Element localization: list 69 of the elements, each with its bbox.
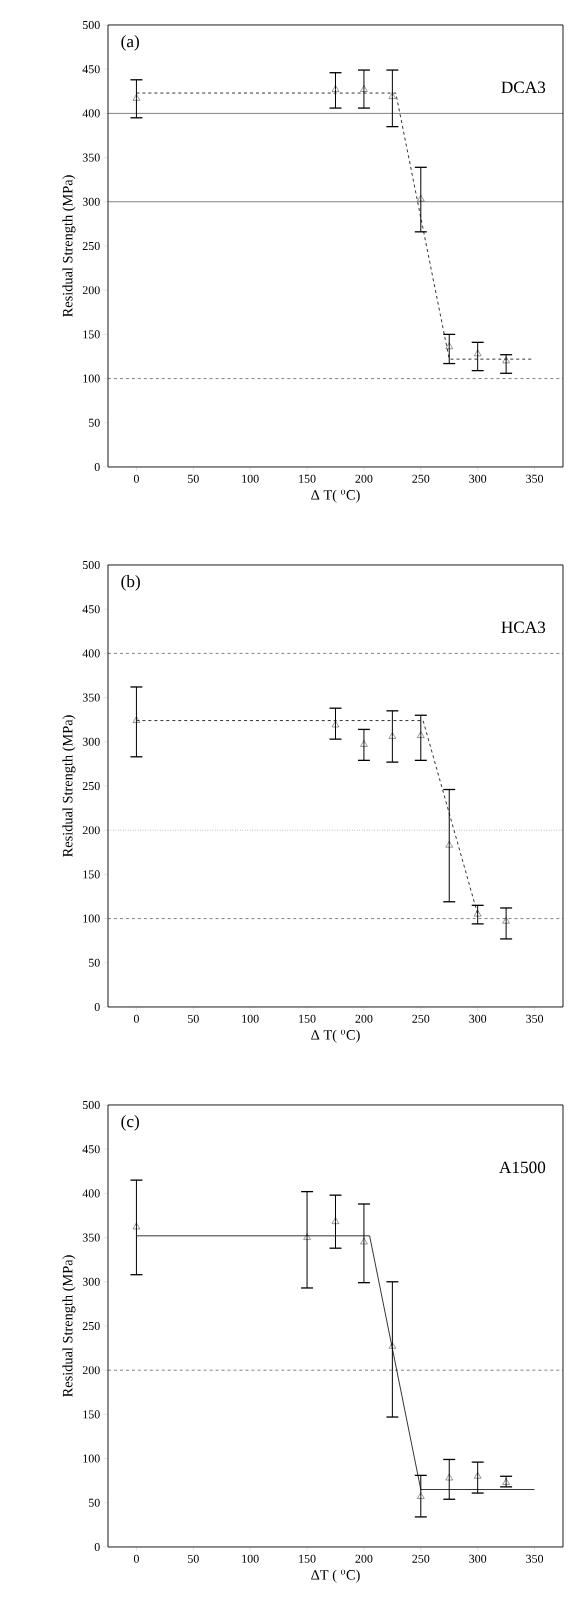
- y-tick-label: 100: [83, 1454, 100, 1463]
- y-tick-label: 200: [82, 1366, 100, 1375]
- x-tick-label: 50: [188, 474, 199, 483]
- x-tick-label: 200: [355, 474, 373, 483]
- x-tick-label: 200: [355, 1554, 373, 1563]
- y-tick-label: 300: [82, 1277, 100, 1286]
- annotation: HCA3: [501, 621, 546, 634]
- x-tick-label: 150: [299, 474, 316, 483]
- x-tick-label: 300: [469, 474, 487, 483]
- x-tick-label: 350: [526, 1014, 544, 1023]
- x-tick-label: 200: [355, 1014, 373, 1023]
- x-axis-title: Δ T( $^{o}$C): [311, 1029, 360, 1043]
- y-tick-label: 400: [82, 109, 100, 118]
- y-tick-label: 0: [94, 462, 100, 472]
- y-tick-label: 200: [82, 826, 100, 835]
- annotation: (c): [121, 1115, 139, 1131]
- x-tick-label: 350: [526, 1554, 544, 1563]
- annotation: A1500: [499, 1161, 546, 1174]
- y-tick-label: 0: [94, 1542, 100, 1552]
- y-axis-title: Residual Strength (MPa): [62, 715, 76, 857]
- y-tick-label: 450: [82, 1145, 100, 1154]
- y-tick-label: 450: [82, 65, 100, 74]
- y-tick-label: 300: [82, 737, 100, 746]
- annotation: (a): [121, 35, 139, 51]
- x-tick-label: 250: [412, 1014, 430, 1023]
- y-tick-label: 400: [82, 649, 100, 658]
- y-tick-label: 250: [82, 241, 100, 250]
- x-tick-label: 300: [469, 1014, 487, 1023]
- x-tick-label: 100: [242, 1554, 259, 1563]
- y-tick-label: 200: [82, 286, 100, 295]
- y-tick-label: 500: [82, 20, 100, 30]
- annotation: DCA3: [501, 81, 546, 94]
- y-tick-label: 350: [82, 153, 100, 162]
- y-axis-title: Residual Strength (MPa): [62, 1255, 76, 1397]
- y-tick-label: 350: [82, 1233, 100, 1242]
- y-tick-label: 150: [83, 330, 100, 339]
- y-tick-label: 350: [82, 693, 100, 702]
- x-tick-label: 250: [412, 474, 430, 483]
- x-tick-label: 0: [133, 1554, 139, 1563]
- x-tick-label: 50: [188, 1554, 199, 1563]
- annotation: (b): [121, 575, 140, 591]
- y-tick-label: 500: [82, 1100, 100, 1110]
- y-tick-label: 150: [83, 870, 100, 879]
- x-tick-label: 0: [133, 1014, 139, 1023]
- y-tick-label: 250: [82, 781, 100, 791]
- y-tick-label: 50: [88, 1498, 100, 1507]
- y-tick-label: 50: [88, 958, 100, 967]
- x-axis-title: Δ T( $^{o}$C): [311, 489, 360, 503]
- x-tick-label: 150: [299, 1014, 316, 1023]
- y-tick-label: 0: [94, 1002, 100, 1012]
- x-tick-label: 150: [299, 1554, 316, 1563]
- y-tick-label: 400: [82, 1189, 100, 1198]
- y-tick-label: 250: [82, 1321, 100, 1331]
- y-tick-label: 100: [83, 914, 100, 923]
- y-tick-label: 300: [82, 197, 100, 206]
- x-tick-label: 350: [526, 474, 544, 483]
- x-tick-label: 100: [242, 1014, 259, 1023]
- x-tick-label: 0: [133, 474, 139, 483]
- y-tick-label: 50: [88, 418, 100, 427]
- x-tick-label: 50: [188, 1014, 199, 1023]
- x-axis-title: ΔT ( $^{o}$C): [311, 1569, 360, 1583]
- x-tick-label: 250: [412, 1554, 430, 1563]
- x-tick-label: 300: [469, 1554, 487, 1563]
- y-tick-label: 100: [83, 374, 100, 383]
- y-axis-title: Residual Strength (MPa): [62, 175, 76, 317]
- x-tick-label: 100: [242, 474, 259, 483]
- y-tick-label: 500: [82, 560, 100, 570]
- y-tick-label: 150: [83, 1410, 100, 1419]
- y-tick-label: 450: [82, 605, 100, 614]
